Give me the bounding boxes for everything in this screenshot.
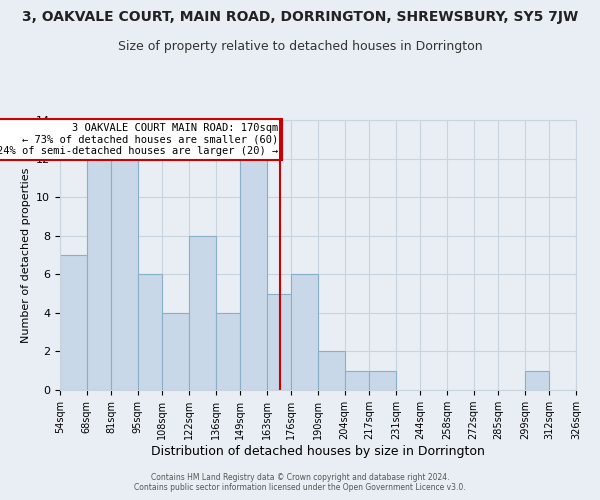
Text: Size of property relative to detached houses in Dorrington: Size of property relative to detached ho… — [118, 40, 482, 53]
Bar — [318, 352, 344, 390]
X-axis label: Distribution of detached houses by size in Dorrington: Distribution of detached houses by size … — [151, 445, 485, 458]
Bar — [189, 236, 215, 390]
Bar — [60, 255, 86, 390]
Bar — [292, 274, 318, 390]
Bar — [86, 158, 111, 390]
Bar — [369, 370, 396, 390]
Bar — [163, 313, 189, 390]
Text: 3 OAKVALE COURT MAIN ROAD: 170sqm
← 73% of detached houses are smaller (60)
24% : 3 OAKVALE COURT MAIN ROAD: 170sqm ← 73% … — [0, 123, 278, 156]
Bar — [111, 158, 138, 390]
Bar — [215, 313, 240, 390]
Bar — [344, 370, 369, 390]
Y-axis label: Number of detached properties: Number of detached properties — [20, 168, 31, 342]
Bar — [138, 274, 163, 390]
Bar — [240, 158, 267, 390]
Text: 3, OAKVALE COURT, MAIN ROAD, DORRINGTON, SHREWSBURY, SY5 7JW: 3, OAKVALE COURT, MAIN ROAD, DORRINGTON,… — [22, 10, 578, 24]
Bar — [525, 370, 550, 390]
Text: Contains HM Land Registry data © Crown copyright and database right 2024.
Contai: Contains HM Land Registry data © Crown c… — [134, 473, 466, 492]
Bar — [267, 294, 292, 390]
